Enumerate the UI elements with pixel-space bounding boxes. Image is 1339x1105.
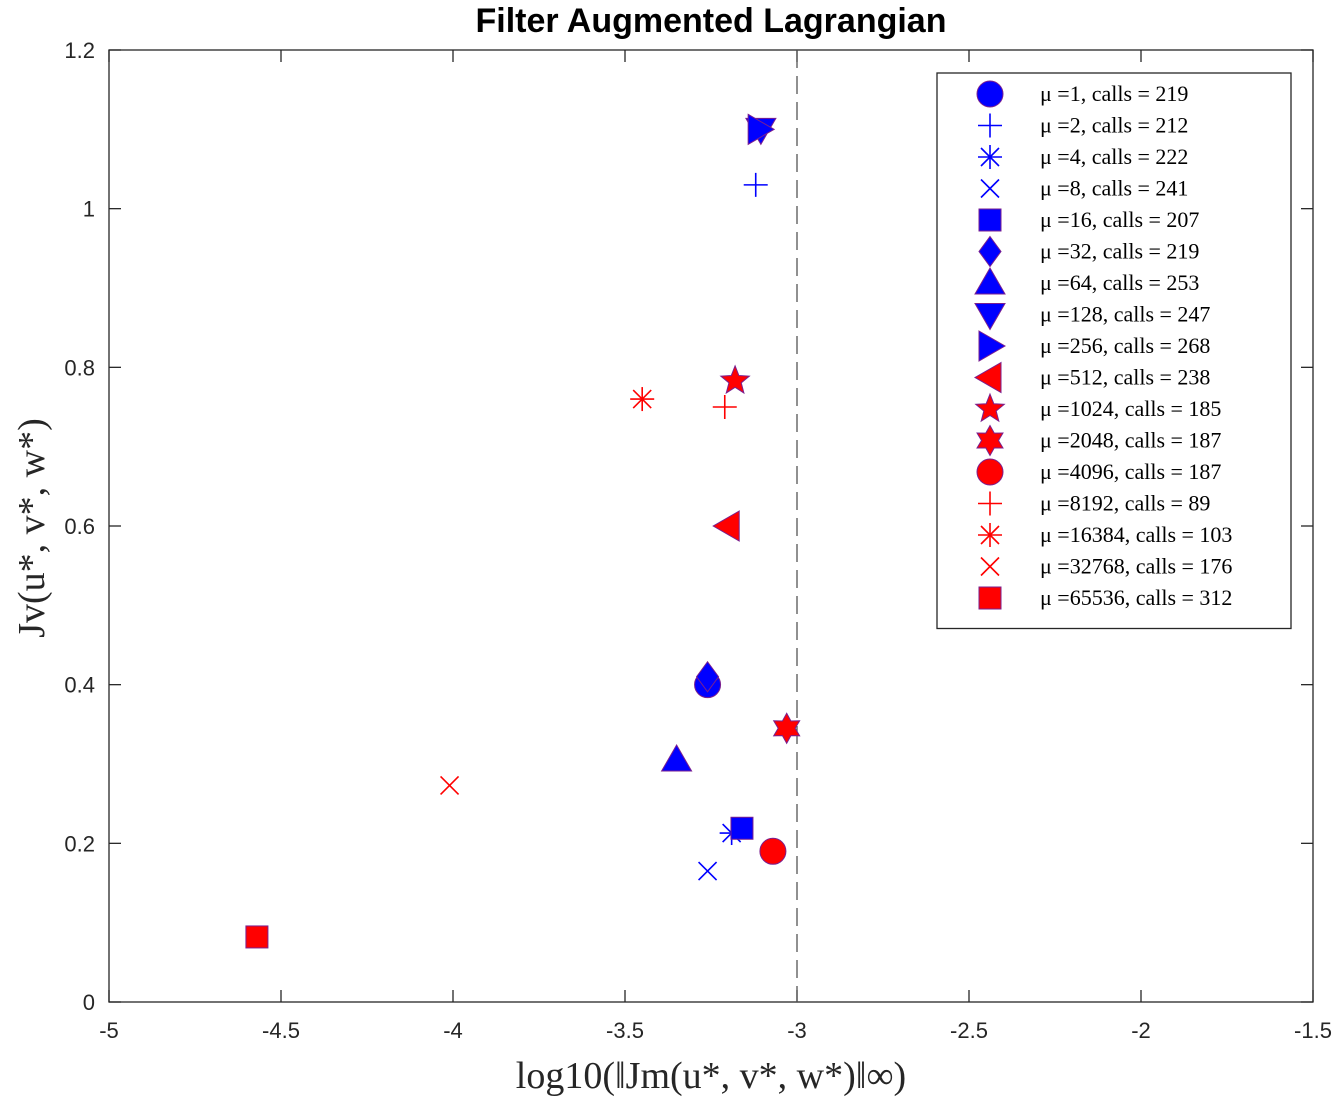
legend-label: μ =2, calls = 212 (1040, 113, 1188, 138)
x-tick-label: -2 (1131, 1018, 1151, 1043)
legend-label: μ =4, calls = 222 (1040, 144, 1188, 169)
legend-marker (978, 586, 1002, 610)
legend-marker (976, 80, 1004, 108)
legend-marker (980, 178, 1000, 199)
chart-title: Filter Augmented Lagrangian (475, 2, 946, 40)
y-tick-label: 0.4 (64, 673, 95, 698)
legend-marker (976, 458, 1004, 486)
y-axis-label: Jv(u*, v*, w*) (11, 418, 53, 638)
plot-area: -5 -4.5 -4 -3.5 -3 -2.5 -2 -1.5 0 0.2 0.4 0.6 0.8 1 1.… (64, 38, 1332, 1043)
legend-label: μ =16384, calls = 103 (1040, 522, 1232, 547)
legend-marker (976, 424, 1004, 457)
legend-marker (980, 556, 1000, 577)
data-point-14 (630, 387, 655, 412)
legend-marker (978, 113, 1002, 138)
legend-marker (978, 208, 1002, 232)
data-point-5 (695, 660, 720, 693)
legend-label: μ =8192, calls = 89 (1040, 491, 1210, 516)
x-tick-label: -3.5 (606, 1018, 644, 1043)
data-point-3 (697, 861, 718, 881)
y-tick-label: 0.6 (64, 514, 95, 539)
x-tick-label: -5 (99, 1018, 119, 1043)
legend-marker (974, 266, 1006, 295)
x-tick-label: -1.5 (1294, 1018, 1332, 1043)
legend-label: μ =512, calls = 238 (1040, 365, 1210, 390)
y-tick-label: 0.8 (64, 355, 95, 380)
legend-marker (978, 330, 1007, 362)
x-tick-label: -4.5 (262, 1018, 300, 1043)
y-tick-label: 1.2 (64, 38, 95, 63)
data-point-9 (712, 510, 740, 542)
legend-label: μ =256, calls = 268 (1040, 333, 1210, 358)
legend-marker (978, 491, 1002, 516)
legend-label: μ =8, calls = 241 (1040, 176, 1188, 201)
x-axis-label: log10(‖Jm(u*, v*, w*)‖∞) (516, 1055, 906, 1097)
data-point-8 (747, 113, 776, 146)
legend-marker (974, 392, 1006, 423)
legend-marker (978, 145, 1002, 169)
data-point-11 (772, 712, 801, 745)
legend-label: μ =1024, calls = 185 (1040, 396, 1221, 421)
legend-label: μ =64, calls = 253 (1040, 270, 1199, 295)
data-point-15 (439, 775, 460, 795)
legend-label: μ =32, calls = 219 (1040, 239, 1199, 264)
legend: μ =1, calls = 219 μ =2, calls = 212 μ =4, … (936, 72, 1292, 630)
x-tick-label: -4 (443, 1018, 463, 1043)
y-tick-label: 0 (83, 990, 95, 1015)
legend-marker (978, 235, 1002, 268)
x-tick-label: -3 (787, 1018, 807, 1043)
data-point-10 (719, 364, 751, 395)
legend-label: μ =2048, calls = 187 (1040, 428, 1221, 453)
legend-marker (974, 303, 1006, 331)
legend-label: μ =32768, calls = 176 (1040, 554, 1232, 579)
y-tick-label: 0.2 (64, 831, 95, 856)
legend-marker (973, 361, 1002, 394)
data-point-16 (245, 925, 269, 949)
y-tick-label: 1 (83, 197, 95, 222)
data-point-1 (743, 172, 768, 197)
legend-label: μ =16, calls = 207 (1040, 207, 1199, 232)
legend-marker (978, 523, 1002, 547)
data-point-13 (712, 395, 737, 419)
data-point-12 (759, 837, 787, 865)
legend-label: μ =4096, calls = 187 (1040, 459, 1221, 484)
legend-label: μ =128, calls = 247 (1040, 302, 1210, 327)
data-point-6 (660, 744, 693, 772)
data-point-4 (730, 816, 754, 840)
legend-label: μ =1, calls = 219 (1040, 81, 1188, 106)
x-tick-label: -2.5 (950, 1018, 988, 1043)
legend-label: μ =65536, calls = 312 (1040, 585, 1232, 610)
